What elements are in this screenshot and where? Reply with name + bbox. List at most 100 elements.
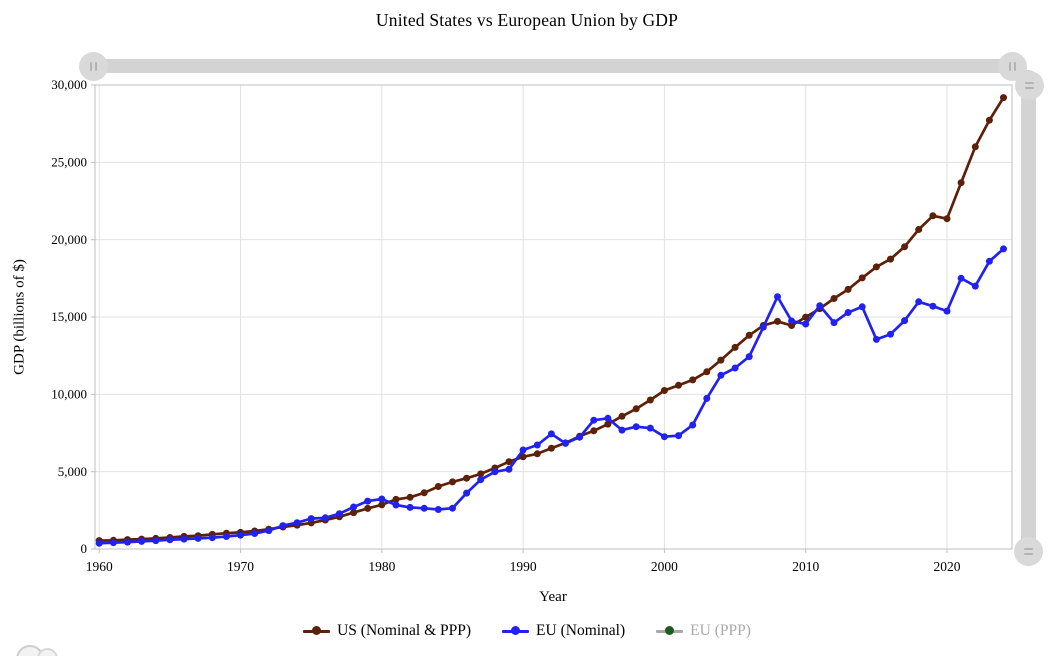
us-nominal-ppp-data-point[interactable] [872,263,880,271]
eu-nominal-data-point[interactable] [632,423,640,431]
eu-nominal-data-point[interactable] [335,510,343,518]
eu-nominal-data-point[interactable] [109,539,117,547]
eu-nominal-data-point[interactable] [858,303,866,311]
eu-nominal-data-point[interactable] [138,537,146,545]
eu-nominal-data-point[interactable] [562,439,569,447]
us-nominal-ppp-data-point[interactable] [364,504,372,512]
us-nominal-ppp-data-point[interactable] [689,376,697,384]
us-nominal-ppp-data-point[interactable] [350,509,358,517]
us-nominal-ppp-data-point[interactable] [887,255,894,263]
us-nominal-ppp-data-point[interactable] [745,331,753,339]
eu-nominal-data-point[interactable] [660,433,668,441]
eu-nominal-data-point[interactable] [915,298,923,306]
eu-nominal-data-point[interactable] [887,330,894,338]
watermark-logo[interactable] [12,644,76,656]
us-nominal-ppp-data-point[interactable] [802,313,810,321]
eu-nominal-data-point[interactable] [364,497,372,505]
us-nominal-ppp-data-point[interactable] [717,356,725,364]
eu-nominal-data-point[interactable] [957,274,965,282]
eu-nominal-data-point[interactable] [830,319,838,327]
us-nominal-ppp-data-point[interactable] [703,368,711,376]
eu-nominal-line[interactable] [97,247,1005,545]
eu-nominal-data-point[interactable] [491,468,499,476]
eu-nominal-data-point[interactable] [604,414,612,422]
eu-nominal-data-point[interactable] [844,309,852,316]
eu-nominal-data-point[interactable] [519,446,527,454]
eu-nominal-data-point[interactable] [152,537,160,545]
eu-nominal-data-point[interactable] [731,364,739,372]
us-nominal-ppp-data-point[interactable] [505,458,513,466]
us-nominal-ppp-data-point[interactable] [844,285,852,293]
eu-nominal-data-point[interactable] [1000,245,1007,253]
legend-item-eu-ppp[interactable]: EU (PPP) [656,622,751,640]
eu-nominal-data-point[interactable] [420,504,428,512]
eu-nominal-data-point[interactable] [533,441,541,449]
eu-nominal-data-point[interactable] [350,503,358,511]
eu-nominal-data-point[interactable] [293,519,301,527]
y-range-scrollbar-bottom-grip[interactable] [1014,537,1043,566]
eu-nominal-data-point[interactable] [576,433,584,441]
us-nominal-ppp-data-point[interactable] [660,387,668,394]
us-nominal-ppp-data-point[interactable] [957,179,965,187]
eu-nominal-data-point[interactable] [646,424,654,432]
eu-nominal-data-point[interactable] [547,430,555,438]
eu-nominal-data-point[interactable] [872,335,880,343]
us-nominal-ppp-data-point[interactable] [774,317,781,325]
y-range-scrollbar-top-grip[interactable] [1015,71,1044,100]
us-nominal-ppp-data-point[interactable] [618,412,626,420]
eu-nominal-data-point[interactable] [265,527,273,535]
us-nominal-ppp-data-point[interactable] [632,405,640,413]
eu-nominal-data-point[interactable] [745,353,753,361]
eu-nominal-data-point[interactable] [788,317,796,325]
eu-nominal-data-point[interactable] [689,421,697,429]
eu-nominal-data-point[interactable] [222,533,230,540]
eu-nominal-data-point[interactable] [943,307,951,315]
eu-nominal-data-point[interactable] [392,501,400,509]
eu-nominal-data-point[interactable] [307,515,315,523]
us-nominal-ppp-data-point[interactable] [590,427,598,435]
eu-nominal-data-point[interactable] [95,539,103,547]
eu-nominal-data-point[interactable] [590,416,598,424]
us-nominal-ppp-data-point[interactable] [406,493,414,501]
legend-item-us-nominal-ppp[interactable]: US (Nominal & PPP) [303,622,471,640]
us-nominal-ppp-data-point[interactable] [731,343,739,351]
eu-nominal-data-point[interactable] [802,320,810,328]
eu-nominal-data-point[interactable] [985,257,993,265]
us-nominal-ppp-markers[interactable] [95,94,1007,545]
us-nominal-ppp-data-point[interactable] [943,215,951,223]
eu-nominal-data-point[interactable] [208,534,216,542]
eu-nominal-data-point[interactable] [463,489,471,497]
eu-nominal-data-point[interactable] [759,323,767,331]
us-nominal-ppp-data-point[interactable] [604,420,612,428]
eu-nominal-data-point[interactable] [321,514,329,522]
us-nominal-ppp-data-point[interactable] [830,295,838,302]
x-range-scrollbar-track[interactable] [99,59,1012,73]
us-nominal-ppp-data-point[interactable] [519,453,527,461]
eu-nominal-data-point[interactable] [971,282,979,290]
eu-nominal-data-point[interactable] [180,535,188,543]
us-nominal-ppp-data-point[interactable] [901,243,909,251]
eu-nominal-data-point[interactable] [237,531,244,539]
us-nominal-ppp-data-point[interactable] [477,470,485,478]
us-nominal-ppp-data-point[interactable] [915,226,923,233]
eu-nominal-data-point[interactable] [194,534,202,542]
eu-nominal-data-point[interactable] [279,522,287,530]
us-nominal-ppp-data-point[interactable] [463,474,471,482]
eu-nominal-data-point[interactable] [675,432,682,440]
us-nominal-ppp-data-point[interactable] [392,495,400,503]
eu-nominal-data-point[interactable] [378,495,386,503]
us-nominal-ppp-data-point[interactable] [378,501,386,509]
us-nominal-ppp-data-point[interactable] [1000,94,1007,102]
eu-nominal-data-point[interactable] [406,503,414,511]
us-nominal-ppp-data-point[interactable] [547,444,555,452]
legend-item-eu-nominal[interactable]: EU (Nominal) [502,622,625,640]
us-nominal-ppp-data-point[interactable] [449,478,456,486]
eu-nominal-markers[interactable] [95,245,1007,547]
eu-nominal-data-point[interactable] [449,504,456,512]
eu-nominal-data-point[interactable] [703,394,711,402]
eu-nominal-data-point[interactable] [774,293,781,301]
eu-nominal-data-point[interactable] [929,302,937,310]
eu-nominal-data-point[interactable] [124,538,131,546]
us-nominal-ppp-data-point[interactable] [533,450,541,458]
